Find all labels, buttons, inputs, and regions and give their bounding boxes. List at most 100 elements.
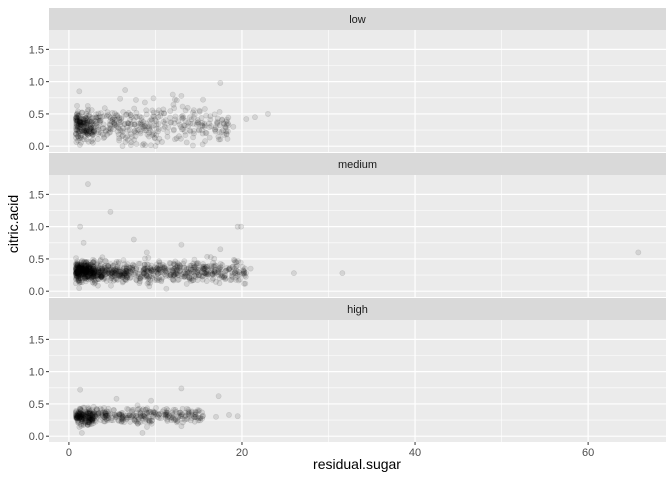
data-point — [122, 271, 129, 278]
data-point — [142, 415, 149, 421]
data-point — [78, 260, 85, 266]
data-point — [89, 271, 95, 277]
data-point — [162, 117, 169, 124]
data-point — [133, 266, 140, 273]
data-point — [88, 274, 95, 281]
data-point — [145, 275, 152, 282]
data-point — [138, 114, 145, 121]
data-point — [92, 418, 99, 425]
data-point — [242, 273, 249, 280]
data-point — [97, 272, 104, 279]
data-point — [190, 107, 197, 113]
data-point — [191, 414, 198, 421]
data-point — [88, 125, 95, 132]
data-point — [177, 413, 184, 420]
data-point — [114, 112, 121, 118]
data-point — [222, 276, 229, 283]
data-point — [73, 414, 80, 421]
data-point — [124, 274, 130, 281]
data-point — [83, 268, 90, 275]
data-point — [85, 413, 92, 420]
data-point — [85, 421, 91, 428]
data-point — [206, 120, 213, 127]
data-point — [74, 266, 81, 273]
data-point — [208, 263, 215, 269]
data-point — [86, 415, 93, 422]
data-point — [201, 270, 208, 277]
data-point — [190, 142, 196, 149]
data-point — [152, 143, 159, 149]
data-point — [153, 275, 160, 282]
data-point — [116, 411, 123, 418]
data-point — [86, 266, 93, 272]
data-point — [96, 276, 103, 283]
data-point — [208, 123, 214, 129]
data-point — [229, 270, 236, 277]
data-point — [73, 139, 80, 145]
data-point — [102, 257, 109, 264]
data-point — [194, 260, 201, 267]
data-point — [163, 267, 169, 274]
data-point — [84, 261, 91, 267]
data-point — [94, 117, 101, 124]
data-point — [89, 259, 96, 266]
data-point — [140, 270, 147, 277]
data-point — [76, 271, 83, 278]
data-point — [81, 269, 88, 276]
data-point — [90, 270, 96, 277]
data-point — [93, 267, 100, 274]
data-point — [86, 263, 92, 269]
data-point — [161, 265, 167, 271]
data-point — [114, 276, 121, 283]
data-point — [91, 268, 98, 274]
data-point — [86, 264, 93, 270]
data-point — [80, 412, 87, 418]
data-point — [139, 430, 146, 436]
data-point — [91, 273, 98, 280]
data-point — [153, 118, 160, 125]
data-point — [73, 271, 79, 278]
data-point — [99, 412, 106, 419]
data-point — [78, 277, 85, 284]
data-point — [196, 272, 203, 279]
data-point — [149, 417, 155, 424]
data-point — [89, 132, 96, 138]
data-point — [146, 283, 153, 290]
data-point — [121, 268, 127, 275]
data-point — [147, 127, 153, 133]
data-point — [178, 126, 185, 133]
data-point — [199, 415, 206, 422]
data-point — [92, 413, 99, 419]
data-point — [75, 272, 81, 279]
data-point — [77, 267, 84, 274]
data-point — [98, 270, 105, 277]
data-point — [81, 268, 88, 275]
data-point — [77, 272, 84, 279]
data-point — [162, 411, 169, 418]
data-point — [174, 262, 181, 269]
data-point — [241, 268, 248, 275]
data-point — [102, 412, 109, 419]
data-point — [91, 280, 98, 287]
data-point — [93, 120, 100, 126]
data-point — [97, 256, 104, 263]
data-point — [162, 412, 169, 418]
data-point — [143, 272, 150, 279]
data-point — [90, 274, 97, 280]
data-point — [115, 125, 122, 132]
data-point — [80, 260, 87, 266]
data-point — [223, 128, 230, 134]
data-point — [139, 142, 146, 148]
data-point — [88, 138, 95, 145]
data-point — [174, 263, 181, 270]
data-point — [174, 270, 181, 277]
data-point — [215, 271, 222, 278]
data-point — [74, 269, 81, 276]
data-point — [221, 273, 228, 280]
data-point — [136, 126, 143, 133]
data-point — [82, 264, 89, 271]
data-point — [120, 125, 127, 132]
data-point — [73, 117, 80, 124]
data-point — [89, 118, 96, 124]
data-point — [76, 410, 83, 417]
